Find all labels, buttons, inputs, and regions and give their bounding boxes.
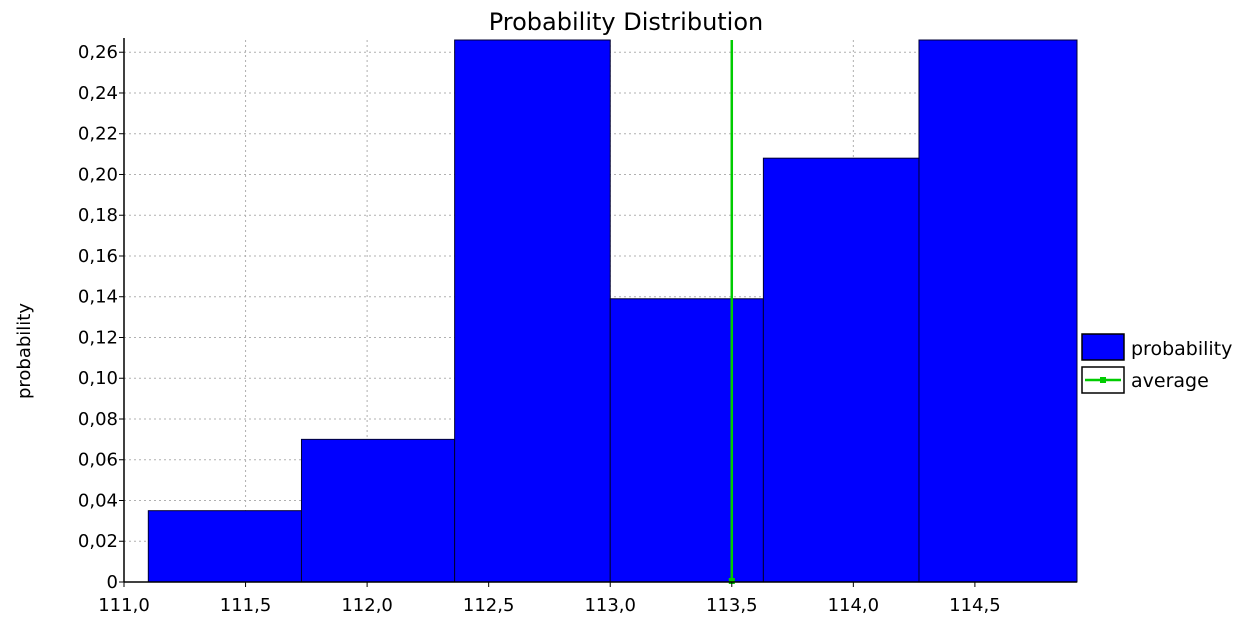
y-tick-label: 0,24	[78, 83, 118, 104]
x-tick-label: 111,0	[98, 595, 150, 616]
y-tick-label: 0,14	[78, 287, 118, 308]
y-tick-label: 0,26	[78, 42, 118, 63]
y-tick-label: 0,08	[78, 409, 118, 430]
y-tick-label: 0,06	[78, 450, 118, 471]
axes	[119, 38, 1077, 587]
x-tick-label: 113,0	[584, 595, 636, 616]
legend-probability-label: probability	[1131, 338, 1232, 360]
histogram-bar	[454, 39, 611, 583]
y-tick-label: 0,04	[78, 490, 118, 511]
legend-average-label: average	[1131, 370, 1209, 392]
x-tick-label: 112,0	[341, 595, 393, 616]
x-tick-label: 112,5	[463, 595, 515, 616]
legend-probability-swatch	[1081, 333, 1125, 361]
histogram-bar	[609, 298, 764, 583]
y-tick-label: 0,22	[78, 124, 118, 145]
histogram-bar	[300, 438, 456, 583]
x-tick-label: 114,5	[949, 595, 1001, 616]
y-axis-label: probability	[14, 303, 35, 399]
y-tick-label: 0,12	[78, 327, 118, 348]
average-line-group	[728, 40, 735, 584]
x-tick-label: 113,5	[706, 595, 758, 616]
y-tick-label: 0,10	[78, 368, 118, 389]
y-tick-label: 0	[107, 572, 118, 593]
histogram-bar	[918, 39, 1078, 583]
histogram-bars	[147, 39, 1078, 583]
x-tick-labels: 111,0 111,5 112,0 112,5 113,0 113,5 114,0 114,5	[98, 595, 1000, 616]
legend: probability average	[1081, 333, 1232, 394]
legend-average-marker	[1100, 377, 1106, 383]
y-tick-label: 0,16	[78, 246, 118, 267]
y-tick-label: 0,02	[78, 531, 118, 552]
chart-title: Probability Distribution	[489, 8, 764, 36]
y-tick-label: 0,18	[78, 205, 118, 226]
x-tick-label: 111,5	[220, 595, 272, 616]
x-tick-label: 114,0	[828, 595, 880, 616]
average-marker	[728, 578, 735, 584]
y-tick-label: 0,20	[78, 164, 118, 185]
histogram-bar	[762, 157, 920, 583]
histogram-bar	[147, 510, 302, 583]
y-tick-labels: 0 0,02 0,04 0,06 0,08 0,10 0,12 0,14 0,16 0,18 0,2…	[78, 42, 118, 593]
